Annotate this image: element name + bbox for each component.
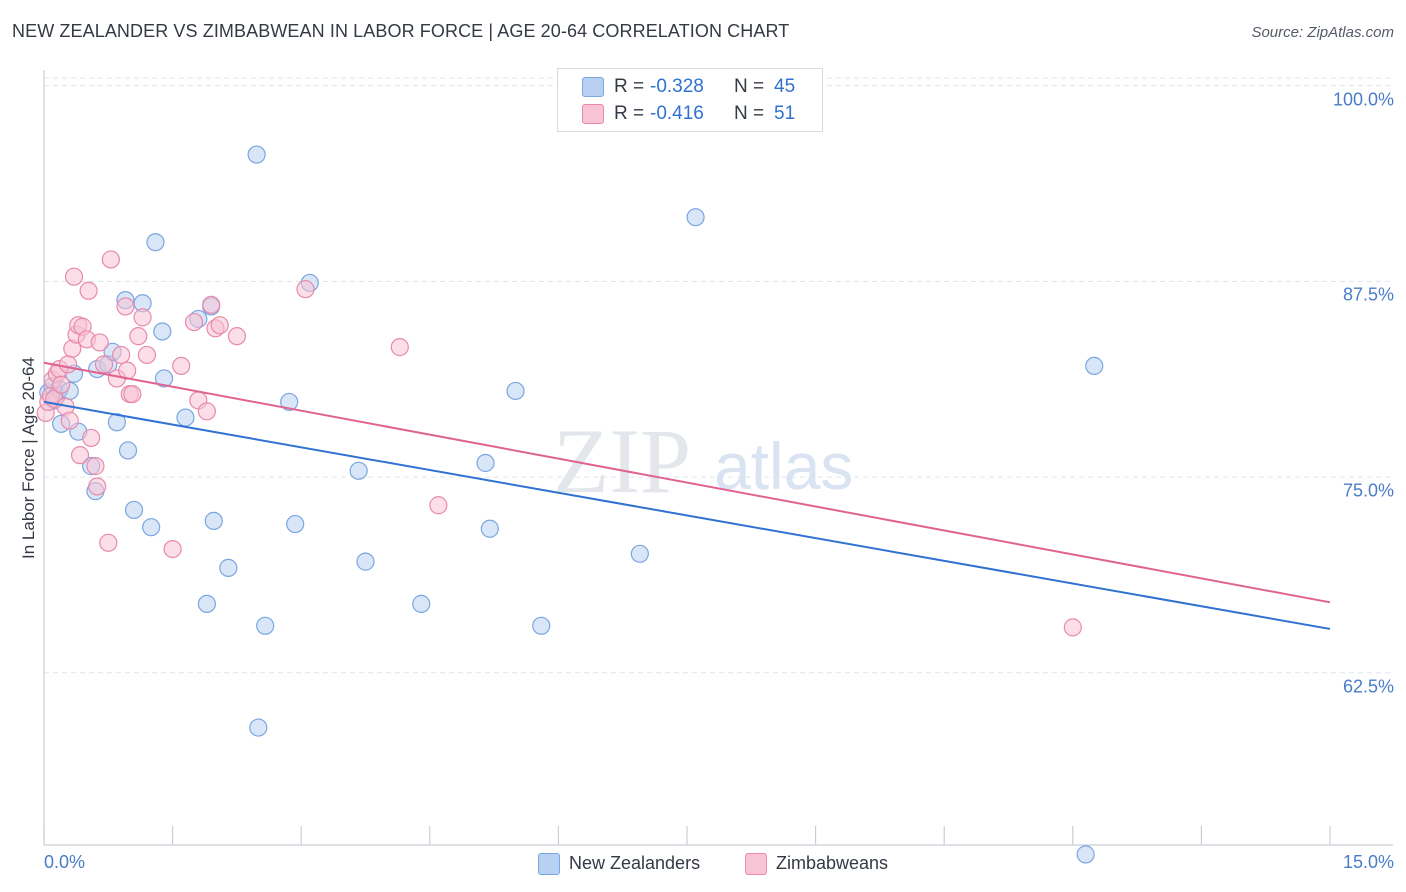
axes-layer (43, 70, 1393, 846)
bottom-legend-label: Zimbabweans (776, 853, 889, 873)
new-zealander-point (249, 718, 268, 737)
new-zealander-point (412, 594, 431, 613)
new-zealander-point (142, 518, 161, 537)
zimbabwean-point (112, 345, 131, 365)
zimbabwean-point (86, 457, 105, 476)
y-axis-label: In Labor Force | Age 20-64 (19, 357, 38, 559)
new-zealander-point (204, 511, 223, 531)
new-zealander-point (356, 552, 375, 571)
zimbabwean-point (1063, 618, 1082, 637)
zimbabwean-point (129, 327, 148, 346)
zimbabwean-point (58, 355, 78, 374)
new-zealander-point (686, 208, 705, 227)
zimbabwean-point (60, 411, 79, 430)
bottom-legend-label: New Zealanders (569, 853, 701, 873)
x-tick-label-min: 0.0% (44, 852, 86, 872)
legend-n-label: N = (734, 76, 765, 97)
new-zealander-point (146, 233, 165, 252)
zimbabwean-point (90, 333, 109, 352)
zimbabwean-point (390, 338, 409, 357)
zimbabwean-point (172, 356, 191, 376)
y-tick-label: 62.5% (1342, 676, 1394, 697)
source-credit: Source: ZipAtlas.com (1251, 24, 1394, 41)
zimbabwean-point (429, 496, 448, 515)
zimbabwean-point (163, 539, 182, 559)
zimbabwean-point (70, 446, 90, 465)
watermark-atlas: atlas (714, 429, 853, 503)
new-zealander-point (256, 616, 275, 635)
zimbabwean-point (210, 316, 229, 335)
new-zealander-point (480, 519, 499, 538)
new-zealander-point (506, 381, 525, 401)
zimbabwean-point (137, 345, 156, 365)
legend-r-value: -0.416 (650, 103, 704, 124)
trend-lines-layer (43, 361, 1331, 630)
x-tick-label-max: 15.0% (1342, 852, 1394, 872)
zimbabwean-point (99, 533, 118, 552)
zimbabwean-point (197, 402, 216, 421)
new-zealander-point (280, 392, 299, 412)
legend-r-label: R = (614, 103, 645, 124)
zimbabwean-point (88, 477, 107, 496)
zimbabwean-point (116, 297, 135, 316)
new-zealander-point (197, 594, 216, 613)
zimbabwean-point (202, 295, 221, 314)
new-zealander-point (476, 453, 495, 473)
new-zealander-trend-line (43, 400, 1331, 630)
y-tick-label: 87.5% (1342, 284, 1394, 305)
new-zealander-point (124, 500, 144, 520)
zimbabwean-point (101, 250, 120, 269)
zimbabwean-point (184, 312, 204, 332)
zimbabwean-point (79, 281, 98, 300)
legend-row-zimbabweans: R = -0.416 N = 51 (558, 103, 822, 127)
zimbabwean-point (123, 384, 142, 404)
new-zealander-point (153, 322, 172, 341)
new-zealander-point (154, 369, 174, 388)
new-zealander-point (219, 558, 238, 577)
zimbabwean-point (227, 327, 246, 346)
bottom-legend-swatch-pink (745, 853, 767, 875)
grid-layer (44, 77, 1393, 674)
bottom-legend-swatch-blue (538, 853, 560, 875)
legend-r-label: R = (614, 76, 645, 97)
legend-swatch-blue (582, 77, 604, 97)
new-zealander-point (349, 461, 368, 480)
watermark: ZIP atlas (553, 410, 853, 512)
new-zealander-point (247, 145, 266, 164)
correlation-legend: R = -0.328 N = 45 R = -0.416 N = 51 (557, 68, 823, 132)
zimbabwean-trend-line (43, 361, 1331, 604)
zimbabwean-point (52, 375, 71, 394)
zimbabwean-point (94, 355, 114, 374)
zimbabwean-point (64, 267, 84, 286)
new-zealander-point (1085, 356, 1104, 376)
new-zealander-point (118, 441, 138, 460)
new-zealander-point (176, 408, 195, 427)
new-zealander-point (1076, 845, 1095, 864)
chart-title: NEW ZEALANDER VS ZIMBABWEAN IN LABOR FOR… (12, 21, 790, 41)
new-zealander-point (532, 616, 551, 635)
new-zealander-point (630, 544, 649, 563)
legend-n-value: 51 (774, 103, 796, 124)
zimbabwean-point (296, 280, 315, 299)
new-zealander-point (286, 514, 305, 534)
legend-swatch-pink (582, 104, 604, 124)
zimbabwean-point (82, 428, 101, 448)
y-tick-label: 75.0% (1342, 480, 1394, 501)
legend-r-value: -0.328 (650, 76, 704, 97)
y-tick-label: 100.0% (1332, 89, 1394, 110)
legend-n-value: 45 (774, 76, 796, 97)
zimbabwean-point (133, 308, 152, 327)
legend-n-label: N = (734, 103, 765, 124)
legend-row-new-zealanders: R = -0.328 N = 45 (558, 76, 822, 100)
